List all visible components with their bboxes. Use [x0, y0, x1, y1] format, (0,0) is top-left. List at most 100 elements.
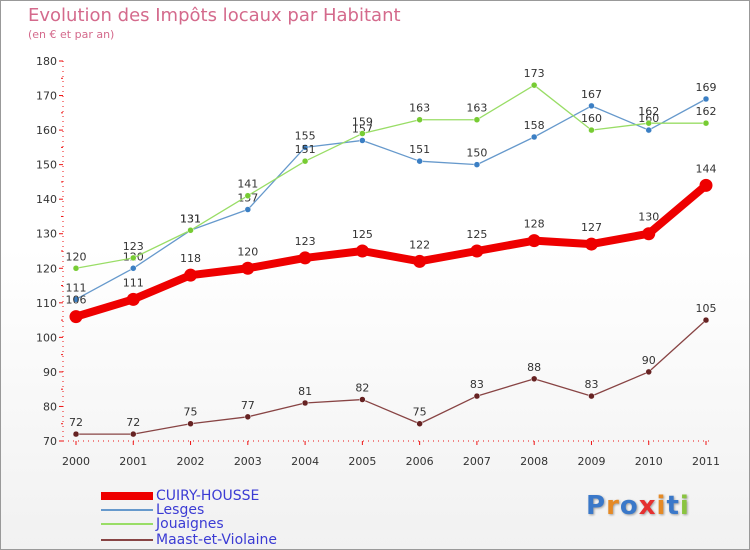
x-tick-label: 2007 [463, 455, 491, 468]
data-point [702, 316, 710, 324]
series-line-cuiry-housse [72, 181, 710, 321]
y-tick-label: 170 [36, 90, 57, 103]
data-label: 167 [581, 88, 602, 101]
data-label: 72 [126, 416, 140, 429]
x-tick-label: 2005 [348, 455, 376, 468]
legend-swatch [101, 509, 153, 511]
data-point [187, 227, 194, 234]
data-label: 151 [295, 143, 316, 156]
data-point [416, 116, 423, 123]
data-point [130, 254, 137, 262]
data-label: 88 [527, 361, 541, 374]
legend-label: Lesges [156, 502, 205, 518]
data-point [359, 396, 366, 403]
data-point [470, 244, 484, 258]
data-point [645, 126, 652, 134]
data-label: 173 [524, 67, 545, 80]
data-label: 123 [295, 235, 316, 248]
chart-title: Evolution des Impôts locaux par Habitant [28, 5, 401, 26]
legend-label: Jouaignes [156, 516, 224, 532]
data-label: 162 [638, 105, 659, 118]
data-point [413, 254, 427, 268]
legend-item: Maast-et-Violaine [101, 532, 277, 548]
y-tick-label: 150 [36, 159, 57, 172]
data-point [130, 430, 137, 438]
data-point [126, 292, 140, 306]
x-tick-label: 2009 [577, 455, 605, 468]
legend-swatch [101, 523, 153, 525]
x-tick-label: 2006 [406, 455, 434, 468]
data-label: 77 [241, 399, 255, 412]
data-point [184, 268, 198, 282]
logo-letter: r [606, 491, 620, 521]
data-label: 151 [409, 143, 430, 156]
data-point [699, 178, 713, 192]
y-tick-label: 130 [36, 228, 57, 241]
data-label: 105 [696, 302, 717, 315]
y-tick-label: 180 [36, 55, 57, 68]
data-label: 127 [581, 221, 602, 234]
data-label: 163 [409, 102, 430, 115]
x-tick-label: 2010 [635, 455, 663, 468]
logo-letter: P [586, 491, 607, 521]
data-point [69, 310, 83, 324]
data-label: 90 [642, 354, 656, 367]
data-point [355, 244, 369, 258]
data-label: 128 [524, 218, 545, 231]
logo-letter: t [666, 491, 680, 521]
legend-item: CUIRY-HOUSSE [101, 488, 259, 504]
y-tick-label: 70 [43, 435, 57, 448]
data-label: 144 [696, 162, 717, 175]
data-label: 159 [352, 116, 373, 129]
data-label: 122 [409, 238, 430, 251]
data-point [416, 420, 423, 427]
data-point [642, 227, 656, 241]
data-label: 160 [581, 112, 602, 125]
x-tick-label: 2004 [291, 455, 319, 468]
proxiti-logo: Proxiti [586, 491, 690, 521]
data-point [473, 116, 481, 123]
data-label: 111 [66, 281, 87, 294]
data-label: 120 [66, 250, 87, 263]
data-point [588, 102, 595, 110]
data-point [530, 133, 538, 141]
data-point [241, 261, 255, 275]
data-point [702, 95, 710, 103]
data-point [473, 161, 481, 168]
y-tick-label: 80 [43, 400, 57, 413]
data-point [473, 392, 481, 400]
legend-item: Jouaignes [101, 516, 224, 532]
data-point [416, 157, 423, 165]
data-label: 111 [123, 276, 144, 289]
data-label: 123 [123, 240, 144, 253]
x-tick-label: 2008 [520, 455, 548, 468]
x-tick-label: 2001 [119, 455, 147, 468]
data-label: 82 [355, 382, 369, 395]
data-label: 75 [184, 406, 198, 419]
logo-letter: i [656, 491, 667, 521]
y-tick-label: 110 [36, 297, 57, 310]
data-label: 125 [466, 228, 487, 241]
data-point [584, 237, 598, 251]
data-label: 83 [584, 378, 598, 391]
data-label: 83 [470, 378, 484, 391]
legend-swatch [101, 539, 153, 541]
y-tick-label: 120 [36, 262, 57, 275]
data-point [301, 157, 309, 165]
data-point [530, 375, 538, 383]
data-label: 106 [66, 294, 87, 307]
x-tick-label: 2011 [692, 455, 720, 468]
data-label: 150 [466, 147, 487, 160]
logo-letter: x [638, 491, 657, 521]
data-label: 118 [180, 252, 201, 265]
x-tick-label: 2002 [177, 455, 205, 468]
data-label: 169 [696, 81, 717, 94]
data-point [301, 144, 309, 151]
data-point [298, 251, 312, 265]
data-label: 125 [352, 228, 373, 241]
data-point [359, 130, 366, 137]
data-label: 72 [69, 416, 83, 429]
series-line-maast-et-violaine [75, 319, 707, 435]
data-point [187, 420, 194, 427]
